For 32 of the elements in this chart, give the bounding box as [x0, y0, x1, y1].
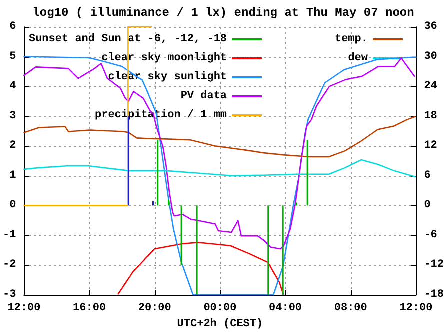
- y2-tick-label: 0: [424, 200, 431, 212]
- y-tick-label: -3: [3, 289, 17, 301]
- y-tick-label: -2: [3, 259, 16, 272]
- legend-label: PV data: [180, 90, 228, 102]
- y2-tick-label: 30: [424, 50, 438, 63]
- x-tick-label: 04:00: [269, 302, 302, 314]
- y2-tick-label: -6: [424, 229, 438, 242]
- y-tick-label: 6: [10, 21, 16, 33]
- y-tick-label: 5: [10, 50, 17, 63]
- x-tick-label: 16:00: [73, 302, 106, 314]
- legend-label: temp.: [334, 34, 368, 46]
- y-tick-label: -1: [3, 229, 17, 242]
- x-tick-label: 08:00: [334, 302, 368, 314]
- x-tick-label: 20:00: [138, 302, 172, 314]
- x-tick-label: 00:00: [204, 302, 237, 314]
- y2-tick-label: 12: [424, 140, 438, 152]
- y2-tick-label: 6: [424, 170, 431, 182]
- y-tick-label: 3: [10, 110, 17, 122]
- y-tick-label: 0: [10, 200, 16, 212]
- legend-label: dew: [348, 52, 368, 64]
- x-tick-label: 12:00: [400, 302, 433, 314]
- y-tick-label: 4: [10, 80, 17, 93]
- y-tick-label: 1: [10, 170, 17, 182]
- y2-tick-label: -18: [424, 289, 444, 301]
- chart-title: log10 ( illuminance / 1 lx) ending at Thu May 07 noon: [32, 6, 414, 20]
- y-tick-label: 2: [10, 140, 16, 152]
- x-axis-title: UTC+2h (CEST): [177, 318, 264, 330]
- y2-tick-label: 24: [424, 80, 438, 93]
- y2-tick-label: -12: [424, 259, 444, 272]
- y2-tick-label: 36: [424, 21, 438, 33]
- y2-tick-label: 18: [424, 110, 438, 122]
- x-tick-label: 12:00: [8, 302, 41, 314]
